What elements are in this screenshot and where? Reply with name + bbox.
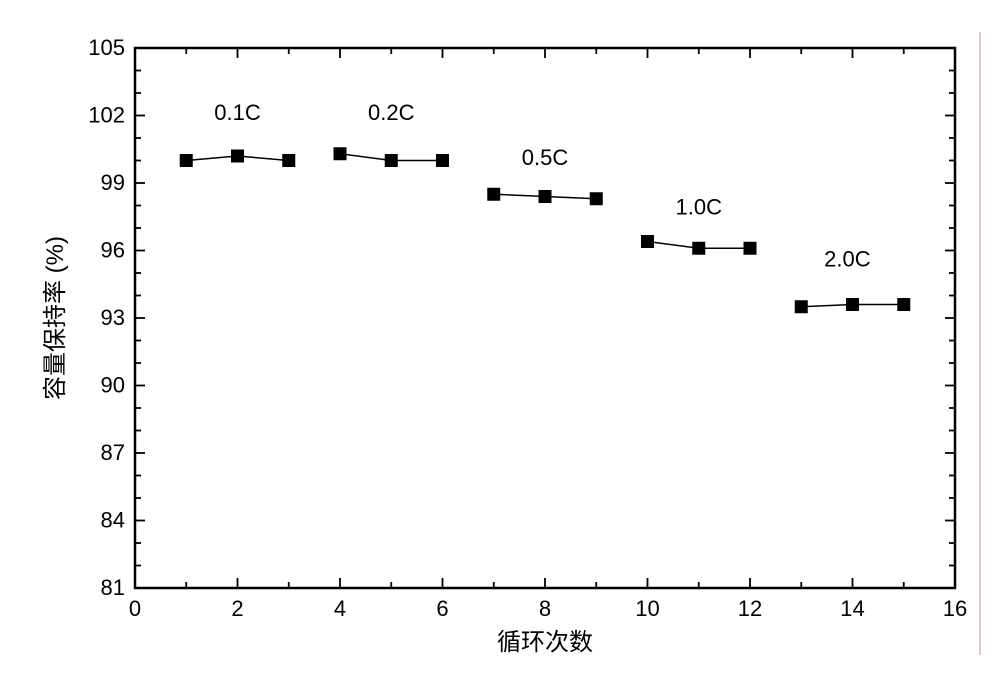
data-marker [437,155,449,167]
x-tick-label: 8 [539,596,551,621]
data-marker [539,191,551,203]
y-tick-label: 87 [101,440,125,465]
x-tick-label: 4 [334,596,346,621]
y-tick-label: 105 [88,35,125,60]
rate-annotation: 2.0C [824,246,871,271]
data-marker [488,188,500,200]
x-tick-label: 10 [635,596,659,621]
rate-annotation: 0.1C [214,100,261,125]
chart-container: 0 2 4 6 8 10 12 14 16 循环次数 81 84 87 90 93 96 99 102 105 容量保… [0,0,1000,687]
data-marker [744,242,756,254]
y-tick-label: 90 [101,373,125,398]
data-marker [385,155,397,167]
data-marker [283,155,295,167]
x-axis-label: 循环次数 [497,629,593,656]
y-tick-label: 84 [101,508,125,533]
x-tick-label: 12 [738,596,762,621]
x-tick-label: 14 [840,596,864,621]
chart-svg: 0 2 4 6 8 10 12 14 16 循环次数 81 84 87 90 93 96 99 102 105 容量保… [0,0,1000,687]
data-marker [795,301,807,313]
x-tick-label: 16 [943,596,967,621]
rate-annotation: 0.5C [522,145,569,170]
data-marker [642,236,654,248]
data-marker [180,155,192,167]
data-marker [232,150,244,162]
rate-annotation: 1.0C [676,195,723,220]
data-marker [590,193,602,205]
x-tick-label: 0 [129,596,141,621]
rate-annotation: 0.2C [368,100,415,125]
y-tick-label: 81 [101,575,125,600]
x-tick-label: 2 [231,596,243,621]
data-marker [693,242,705,254]
data-marker [898,299,910,311]
y-tick-label: 96 [101,238,125,263]
y-tick-label: 99 [101,170,125,195]
y-tick-label: 93 [101,305,125,330]
data-marker [847,299,859,311]
y-axis-label: 容量保持率 (%) [42,236,69,400]
data-marker [334,148,346,160]
y-tick-label: 102 [88,103,125,128]
x-tick-label: 6 [436,596,448,621]
